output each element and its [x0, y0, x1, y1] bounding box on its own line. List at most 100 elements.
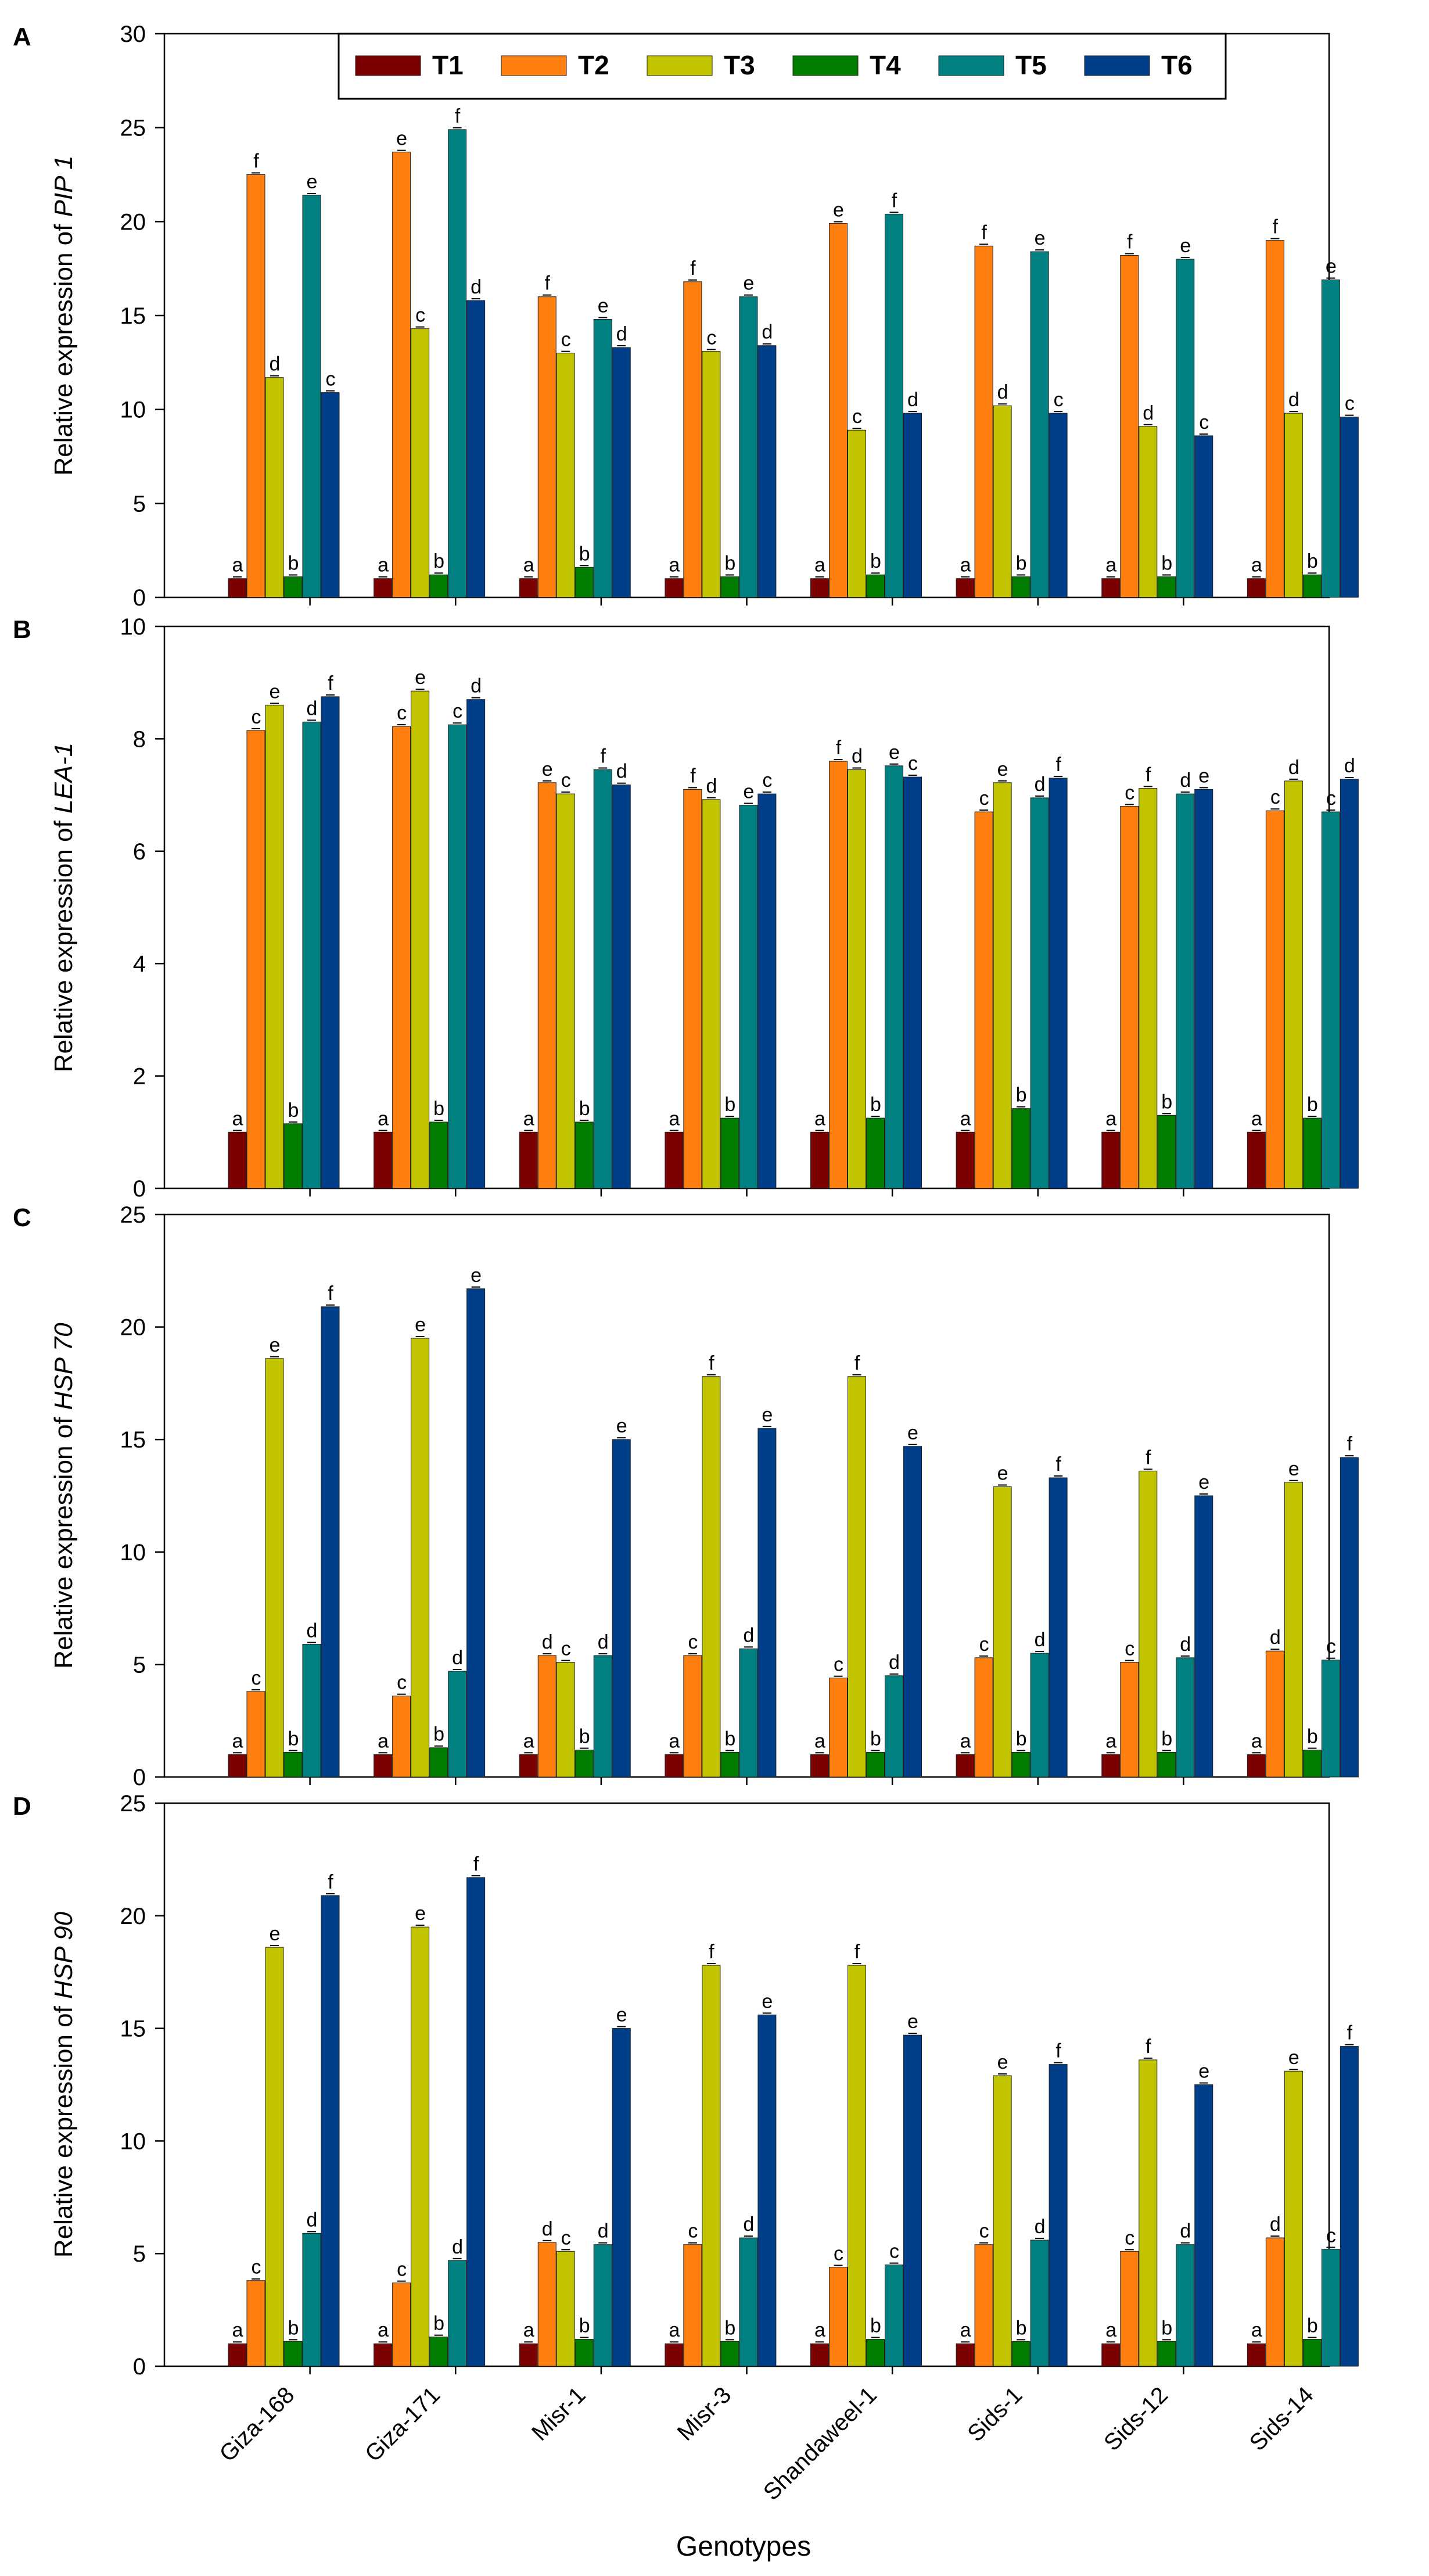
y-tick-label: 0 — [133, 1176, 146, 1202]
legend-swatch-T6 — [1084, 55, 1150, 76]
significance-letter: a — [1251, 1108, 1262, 1130]
significance-letter: d — [598, 1631, 609, 1653]
significance-letter: a — [232, 554, 243, 576]
bar-T3-Sids-12 — [1139, 787, 1158, 1189]
y-tick-label: 25 — [120, 116, 146, 141]
y-axis-label: Relative expression of HSP 70 — [49, 1323, 78, 1669]
significance-letter: f — [690, 765, 696, 787]
bar-T6-Sids-14 — [1340, 1457, 1359, 1778]
bar-T6-Sids-1 — [1049, 1477, 1068, 1778]
bar-T3-Misr-3 — [702, 1965, 721, 2367]
bar-T2-Misr-1 — [537, 296, 556, 598]
bar-T1-Misr-1 — [519, 578, 538, 598]
bar-T2-Sids-1 — [974, 1657, 993, 1778]
significance-letter: b — [433, 1724, 444, 1746]
bar-T6-Shandaweel-1 — [903, 776, 922, 1189]
bar-T3-Sids-12 — [1139, 2059, 1158, 2367]
significance-letter: f — [1146, 1446, 1151, 1468]
significance-letter: e — [270, 1334, 281, 1356]
significance-letter: e — [1288, 2047, 1299, 2069]
significance-letter: c — [688, 2220, 698, 2242]
bar-T5-Sids-14 — [1321, 2248, 1340, 2367]
legend-label-T6: T6 — [1161, 50, 1193, 80]
bar-T4-Giza-168 — [283, 2341, 303, 2367]
bar-T2-Sids-12 — [1120, 255, 1139, 598]
significance-letter: e — [743, 781, 754, 803]
significance-letter: d — [743, 2213, 754, 2235]
bar-T4-Giza-168 — [283, 1751, 303, 1778]
bar-T3-Misr-1 — [556, 353, 575, 598]
bar-T3-Sids-14 — [1284, 1482, 1303, 1778]
significance-letter: e — [762, 1404, 773, 1426]
y-tick-label: 30 — [120, 22, 146, 47]
significance-letter: e — [997, 1463, 1008, 1485]
significance-letter: d — [1270, 2213, 1281, 2235]
bar-T5-Giza-171 — [448, 2260, 467, 2367]
significance-letter: b — [870, 550, 881, 572]
significance-letter: f — [690, 257, 696, 280]
bar-T4-Sids-14 — [1302, 1117, 1322, 1189]
significance-letter: d — [1035, 773, 1046, 796]
significance-letter: a — [669, 1108, 680, 1130]
significance-letter: d — [542, 2218, 553, 2240]
bar-T4-Giza-168 — [283, 1123, 303, 1189]
significance-letter: b — [1307, 1726, 1318, 1748]
significance-letter: b — [579, 2315, 590, 2337]
bar-T3-Giza-168 — [265, 1358, 284, 1778]
bar-T6-Sids-1 — [1049, 778, 1068, 1189]
significance-letter: b — [288, 2317, 299, 2339]
bar-T2-Sids-14 — [1265, 810, 1284, 1189]
bar-T2-Misr-3 — [683, 789, 702, 1189]
significance-letter: c — [889, 2241, 899, 2263]
bar-T4-Sids-14 — [1302, 1750, 1322, 1778]
significance-letter: c — [561, 769, 571, 791]
significance-letter: c — [979, 2220, 989, 2242]
bar-T1-Sids-1 — [956, 2343, 975, 2367]
bar-T6-Misr-1 — [612, 1439, 631, 1778]
bar-T1-Giza-168 — [228, 578, 247, 598]
significance-letter: a — [960, 554, 971, 576]
y-tick-label: 0 — [133, 585, 146, 611]
significance-letter: a — [523, 2319, 534, 2341]
y-axis-label-gene: PIP 1 — [49, 155, 78, 217]
bar-T2-Giza-171 — [392, 2283, 411, 2367]
y-tick-label: 20 — [120, 209, 146, 235]
bar-T6-Shandaweel-1 — [903, 1446, 922, 1778]
significance-letter: f — [854, 1941, 860, 1963]
bar-T5-Sids-12 — [1176, 793, 1195, 1189]
bar-T5-Misr-3 — [739, 2237, 758, 2367]
y-tick-label: 10 — [120, 614, 146, 640]
bar-T5-Sids-12 — [1176, 1657, 1195, 1778]
significance-letter: f — [1273, 216, 1279, 238]
bar-T5-Sids-14 — [1321, 280, 1340, 598]
bar-T5-Misr-1 — [593, 1655, 612, 1778]
significance-letter: c — [1054, 389, 1064, 411]
bar-T1-Shandaweel-1 — [810, 1754, 829, 1778]
y-axis-label-prefix: Relative expression of — [49, 1999, 78, 2258]
significance-letter: c — [979, 1633, 989, 1656]
bar-T6-Sids-14 — [1340, 2046, 1359, 2367]
bar-T6-Sids-14 — [1340, 417, 1359, 598]
bar-T2-Sids-12 — [1120, 805, 1139, 1189]
legend-swatch-T5 — [938, 55, 1004, 76]
significance-letter: b — [579, 543, 590, 565]
y-tick-label: 5 — [133, 491, 146, 517]
bar-T1-Giza-171 — [374, 1754, 393, 1778]
significance-letter: f — [709, 1352, 714, 1374]
legend-swatch-T1 — [355, 55, 421, 76]
bar-T5-Shandaweel-1 — [885, 213, 903, 598]
bar-T1-Sids-12 — [1101, 2343, 1121, 2367]
significance-letter: c — [908, 753, 918, 775]
bar-T1-Giza-171 — [374, 1131, 393, 1189]
bar-T2-Shandaweel-1 — [829, 761, 848, 1189]
bar-T5-Sids-12 — [1176, 2244, 1195, 2367]
significance-letter: d — [542, 1631, 553, 1653]
significance-letter: d — [1035, 1629, 1046, 1651]
significance-letter: b — [1307, 550, 1318, 572]
significance-letter: e — [415, 667, 426, 689]
bar-T3-Sids-1 — [993, 2075, 1012, 2367]
y-tick-label: 10 — [120, 1540, 146, 1565]
y-tick-label: 15 — [120, 2016, 146, 2042]
significance-letter: b — [1016, 1084, 1027, 1106]
significance-letter: e — [270, 1923, 281, 1945]
